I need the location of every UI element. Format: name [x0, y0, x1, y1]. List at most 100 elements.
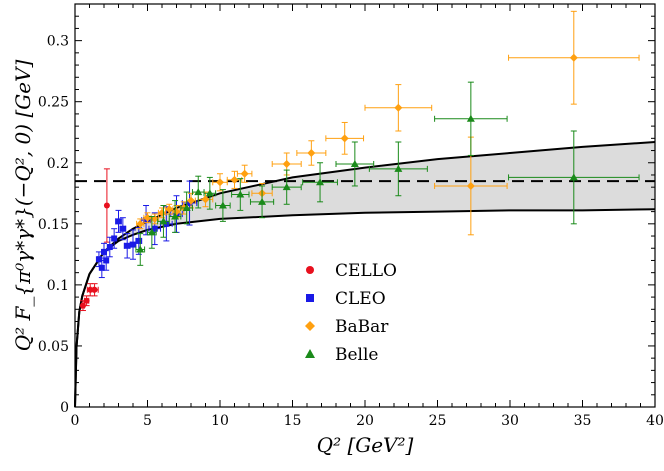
data-point	[226, 170, 243, 189]
data-point	[191, 175, 205, 209]
marker-triangle	[236, 190, 245, 198]
marker-diamond	[136, 219, 145, 228]
marker-square	[135, 237, 142, 244]
data-point	[95, 251, 102, 268]
x-tick-label: 0	[71, 413, 80, 429]
data-point	[147, 215, 157, 249]
marker-triangle	[171, 212, 180, 220]
marker-triangle	[147, 228, 156, 236]
legend-label-cleo: CLEO	[335, 289, 386, 309]
data-point	[508, 10, 640, 105]
data-point	[98, 257, 105, 279]
legend-marker-cello	[306, 266, 314, 274]
data-point	[90, 283, 99, 297]
data-point	[302, 162, 338, 203]
marker-triangle	[350, 159, 359, 167]
x-tick-label: 5	[143, 413, 152, 429]
marker-triangle	[569, 173, 578, 181]
marker-diamond	[240, 169, 249, 178]
data-point	[335, 141, 375, 187]
marker-circle	[87, 286, 94, 293]
data-point	[143, 212, 152, 224]
marker-diamond	[282, 159, 291, 168]
x-tick-label: 35	[574, 413, 592, 429]
x-axis-label: Q² [GeV²]	[317, 433, 414, 457]
marker-diamond	[466, 181, 475, 190]
x-tick-label: 25	[429, 413, 447, 429]
y-tick-label: 0.25	[38, 95, 69, 111]
y-tick-label: 0.2	[47, 156, 69, 172]
marker-diamond	[216, 178, 224, 187]
data-point	[508, 130, 640, 225]
marker-triangle	[136, 245, 145, 253]
marker-square	[124, 242, 131, 249]
marker-square	[130, 241, 136, 248]
data-point	[129, 229, 137, 260]
data-point	[296, 140, 327, 166]
data-point	[103, 250, 110, 271]
legend-marker-cleo	[306, 294, 314, 302]
data-point	[271, 169, 302, 205]
marker-diamond	[230, 175, 239, 184]
data-point	[157, 205, 170, 238]
marker-square	[151, 225, 158, 232]
series-babar	[136, 10, 640, 236]
marker-triangle	[205, 189, 214, 197]
data-point	[111, 228, 118, 249]
data-point	[364, 84, 433, 132]
marker-triangle	[182, 203, 191, 211]
marker-diamond	[340, 134, 349, 143]
x-tick-label: 20	[356, 413, 374, 429]
marker-triangle	[394, 164, 403, 172]
data-point	[231, 178, 250, 211]
data-point	[368, 141, 428, 197]
marker-square	[98, 264, 105, 271]
marker-diamond	[201, 195, 210, 204]
data-point	[103, 168, 110, 243]
marker-circle	[79, 302, 86, 309]
marker-triangle	[258, 197, 267, 205]
series-belle	[135, 81, 640, 266]
data-point	[236, 164, 253, 183]
x-tick-label: 30	[501, 413, 519, 429]
y-axis-label: Q² F_{π⁰γ*γ*}(−Q², 0) [GeV]	[11, 60, 35, 352]
series-cello	[79, 168, 110, 312]
legend-marker-babar	[305, 321, 315, 331]
data-point	[203, 176, 217, 210]
data-point	[115, 209, 122, 233]
data-point	[168, 200, 182, 233]
data-points-group	[79, 10, 640, 312]
legend-marker-belle	[305, 349, 315, 358]
x-tick-label: 15	[284, 413, 302, 429]
data-point	[434, 81, 508, 156]
marker-square	[103, 257, 110, 264]
marker-diamond	[569, 53, 578, 62]
marker-triangle	[194, 188, 203, 196]
data-point	[180, 191, 193, 225]
legend: CELLO CLEO BaBar Belle	[305, 261, 397, 365]
y-tick-label: 0	[60, 400, 69, 416]
data-point	[135, 233, 146, 266]
marker-square	[115, 218, 122, 225]
marker-triangle	[159, 217, 168, 225]
x-tick-label: 40	[646, 413, 664, 429]
data-point	[249, 185, 275, 219]
legend-label-cello: CELLO	[335, 261, 397, 281]
marker-square	[111, 235, 118, 242]
marker-triangle	[282, 183, 291, 191]
marker-diamond	[143, 213, 152, 222]
marker-diamond	[307, 148, 316, 157]
marker-diamond	[165, 205, 174, 214]
marker-square	[119, 225, 126, 232]
marker-triangle	[316, 178, 325, 186]
legend-label-babar: BaBar	[335, 317, 389, 337]
marker-circle	[103, 202, 110, 209]
marker-circle	[91, 286, 98, 293]
y-tick-label: 0.05	[38, 339, 69, 355]
y-tick-label: 0.15	[38, 217, 69, 233]
data-point	[136, 218, 145, 230]
data-point	[119, 217, 127, 241]
y-tick-label: 0.3	[47, 34, 69, 50]
